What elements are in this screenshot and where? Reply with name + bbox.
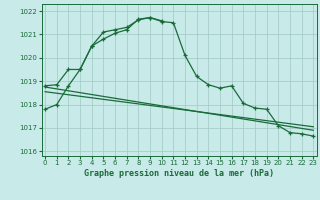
X-axis label: Graphe pression niveau de la mer (hPa): Graphe pression niveau de la mer (hPa) bbox=[84, 169, 274, 178]
